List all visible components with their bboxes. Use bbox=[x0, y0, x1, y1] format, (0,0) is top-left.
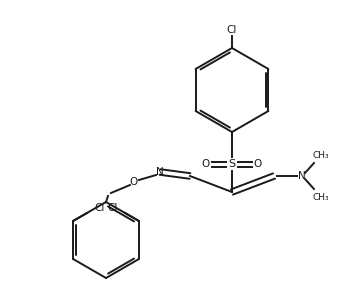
Text: N: N bbox=[156, 167, 164, 177]
Text: O: O bbox=[254, 159, 262, 169]
Text: CH₃: CH₃ bbox=[313, 193, 329, 201]
Text: N: N bbox=[298, 171, 306, 181]
Text: O: O bbox=[202, 159, 210, 169]
Text: Cl: Cl bbox=[227, 25, 237, 35]
Text: Cl: Cl bbox=[108, 203, 118, 213]
Text: O: O bbox=[130, 177, 138, 187]
Text: S: S bbox=[228, 159, 235, 169]
Text: CH₃: CH₃ bbox=[313, 150, 329, 159]
Text: Cl: Cl bbox=[94, 203, 104, 213]
